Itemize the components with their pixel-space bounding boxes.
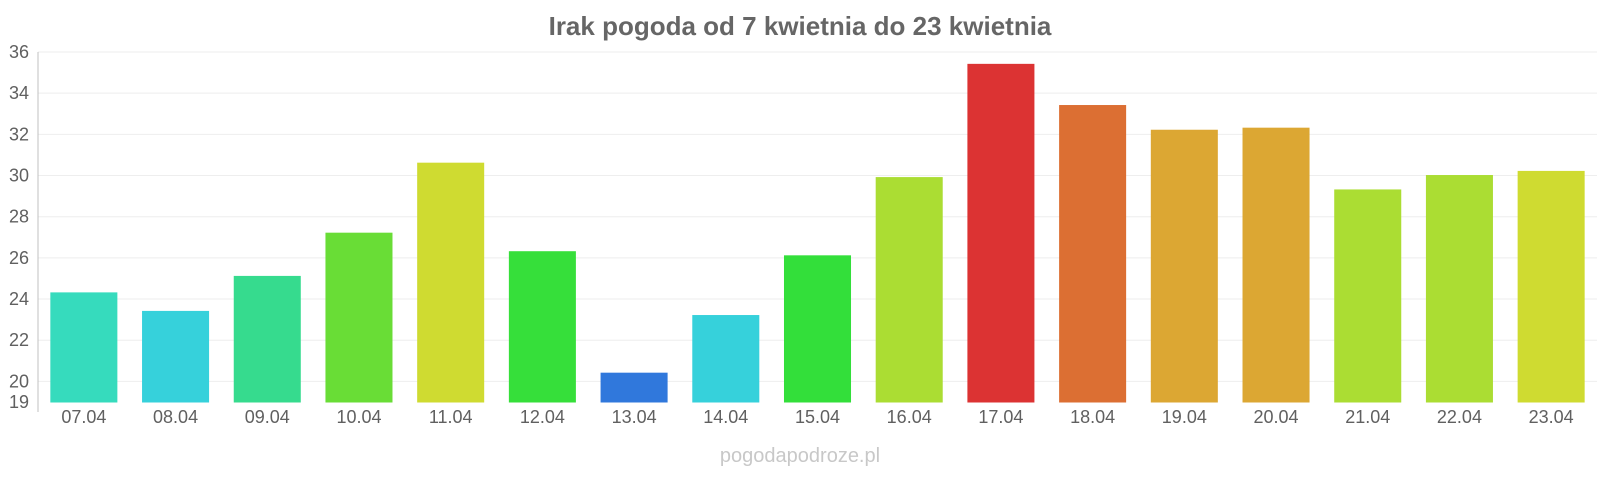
x-tick-label: 08.04 — [153, 407, 198, 427]
y-tick-label: 26 — [9, 248, 29, 268]
x-tick-label: 13.04 — [612, 407, 657, 427]
bar-07.04 — [50, 292, 118, 403]
bar-08.04 — [142, 310, 210, 403]
bar-16.04 — [875, 177, 943, 403]
y-tick-label: 36 — [9, 42, 29, 62]
x-tick-label: 20.04 — [1254, 407, 1299, 427]
y-tick-label: 28 — [9, 207, 29, 227]
x-tick-label: 11.04 — [429, 407, 473, 427]
bar-19.04 — [1150, 129, 1218, 403]
y-tick-label: 24 — [9, 289, 29, 309]
x-tick-label: 22.04 — [1437, 407, 1482, 427]
bar-23.04 — [1517, 170, 1585, 403]
x-tick-label: 09.04 — [245, 407, 290, 427]
y-tick-label: 20 — [9, 371, 29, 391]
y-tick-label: 19 — [9, 392, 29, 412]
bars — [50, 63, 1585, 403]
chart-title: Irak pogoda od 7 kwietnia do 23 kwietnia — [549, 11, 1052, 41]
watermark: pogodapodroze.pl — [720, 445, 880, 467]
bar-12.04 — [508, 251, 576, 403]
x-tick-label: 23.04 — [1529, 407, 1574, 427]
bar-20.04 — [1242, 127, 1310, 403]
y-tick-label: 32 — [9, 124, 29, 144]
x-tick-label: 21.04 — [1345, 407, 1390, 427]
x-tick-label: 07.04 — [61, 407, 106, 427]
x-tick-label: 19.04 — [1162, 407, 1207, 427]
bar-13.04 — [600, 372, 668, 403]
bar-18.04 — [1059, 105, 1127, 403]
x-tick-label: 17.04 — [978, 407, 1023, 427]
bar-21.04 — [1334, 189, 1402, 403]
bar-17.04 — [967, 63, 1035, 403]
bar-11.04 — [417, 162, 485, 403]
bar-14.04 — [692, 315, 760, 403]
x-tick-label: 16.04 — [887, 407, 932, 427]
x-tick-label: 10.04 — [336, 407, 381, 427]
bar-22.04 — [1425, 175, 1493, 403]
x-tick-label: 14.04 — [703, 407, 748, 427]
y-tick-label: 30 — [9, 166, 29, 186]
bar-09.04 — [233, 275, 301, 403]
x-tick-label: 18.04 — [1070, 407, 1115, 427]
x-tick-label: 15.04 — [795, 407, 840, 427]
x-tick-label: 12.04 — [520, 407, 565, 427]
bar-10.04 — [325, 232, 393, 403]
y-tick-label: 22 — [9, 330, 29, 350]
x-axis-ticks: 07.04 08.04 09.04 10.04 11.04 12.04 13.04 14.04… — [61, 407, 1573, 427]
y-tick-label: 34 — [9, 83, 29, 103]
bar-15.04 — [783, 255, 852, 403]
